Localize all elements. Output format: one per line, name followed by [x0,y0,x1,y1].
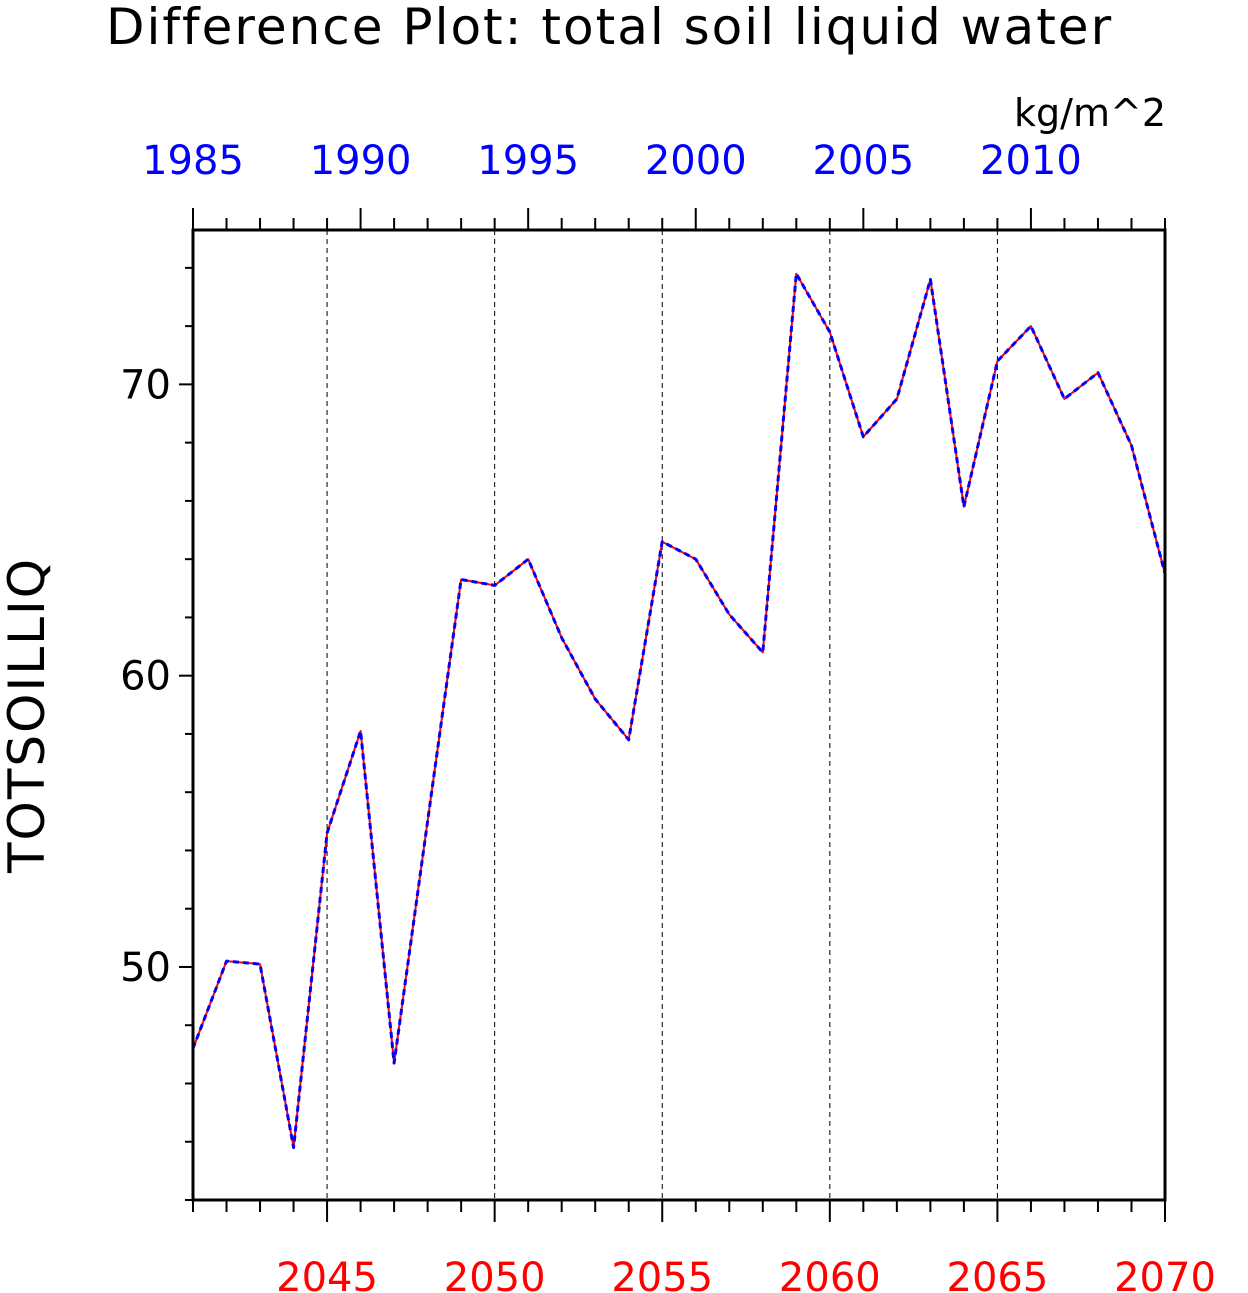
bottom-tick-label: 2045 [276,1255,378,1293]
series-line-1 [192,272,1166,1149]
gridlines [326,230,998,1200]
top-tick-label: 2010 [980,138,1082,184]
top-tick-label: 2000 [645,138,747,184]
bottom-tick-label: 2060 [779,1255,881,1293]
bottom-tick-label: 2050 [444,1255,546,1293]
y-tick-label: 50 [120,945,171,991]
units-label: kg/m^2 [1014,91,1166,135]
tick-labels: 50 60 70 2045 2050 2055 2060 2065 2070 1985 1990 19… [120,138,1216,1293]
top-tick-label: 1985 [142,138,244,184]
y-axis-label: TOTSOILLIQ [0,557,56,874]
plot-frame [191,228,1167,1202]
axis-ticks [179,208,1166,1222]
bottom-tick-label: 2065 [947,1255,1049,1293]
top-tick-label: 1990 [310,138,412,184]
top-tick-label: 2005 [812,138,914,184]
bottom-tick-label: 2070 [1114,1255,1216,1293]
series-line-2 [191,272,1167,1150]
bottom-tick-label: 2055 [611,1255,713,1293]
top-tick-label: 1995 [477,138,579,184]
data-series [191,272,1167,1150]
chart-title: Difference Plot: total soil liquid water [106,0,1113,56]
y-tick-label: 60 [120,654,171,700]
y-tick-label: 70 [120,362,171,408]
